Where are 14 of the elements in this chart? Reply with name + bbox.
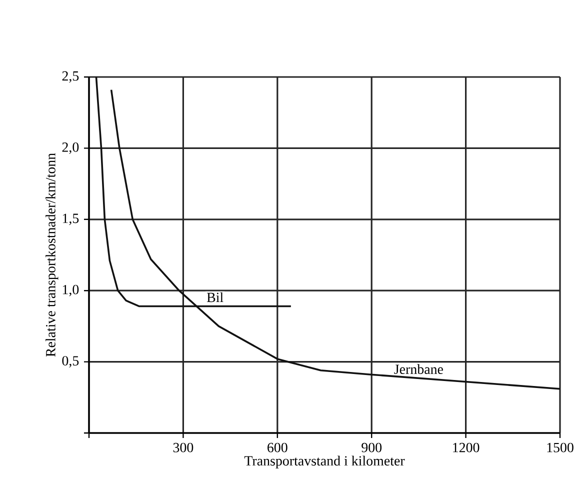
y-tick-label: 1,5 — [62, 214, 79, 226]
y-tick-label: 0,5 — [62, 356, 79, 368]
x-tick-label: 300 — [173, 442, 194, 452]
series-label: Bil — [206, 292, 224, 302]
x-axis-title: Transportavstand i kilometer — [244, 456, 405, 468]
x-tick-label: 1500 — [547, 442, 574, 452]
x-tick-label: 900 — [362, 442, 382, 452]
y-axis-title: Relative transportkostnader/km/tonn — [46, 153, 58, 357]
x-tick-label: 1200 — [453, 442, 480, 452]
y-tick-label: 2,0 — [62, 142, 79, 154]
series-label: Jernbane — [394, 364, 443, 374]
x-tick-label: 600 — [268, 442, 288, 452]
y-tick-label: 2,5 — [62, 71, 79, 83]
y-tick-label: 1,0 — [62, 284, 79, 296]
